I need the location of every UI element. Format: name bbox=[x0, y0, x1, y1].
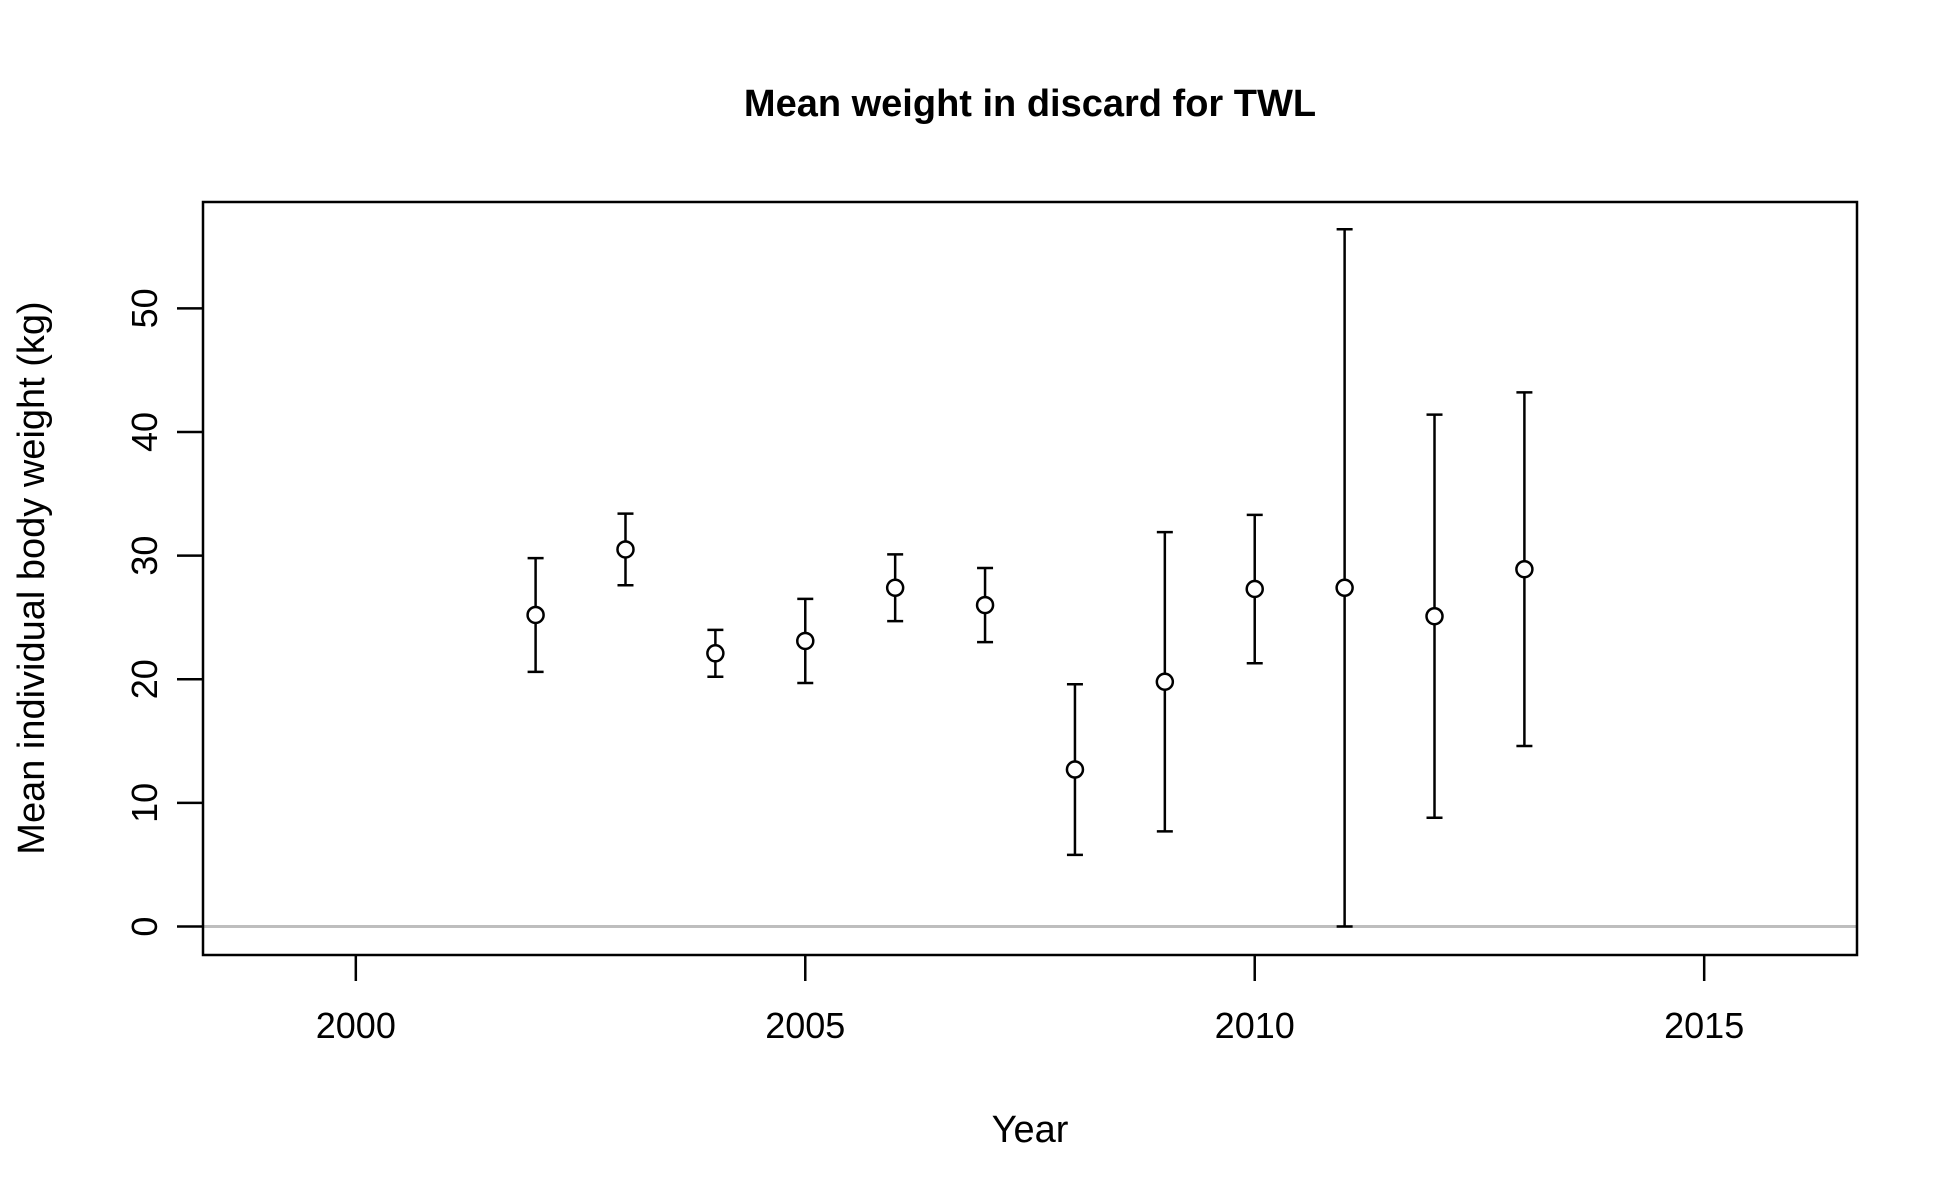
data-point-2012 bbox=[1425, 606, 1444, 626]
data-point-2002 bbox=[526, 605, 545, 625]
y-tick-label-50: 50 bbox=[124, 288, 165, 328]
x-tick-label-2005: 2005 bbox=[765, 1005, 845, 1046]
plot-frame bbox=[201, 200, 1859, 957]
data-point-2010 bbox=[1245, 579, 1264, 599]
plot-area bbox=[201, 200, 1859, 957]
data-point-2003 bbox=[616, 540, 635, 559]
chart-title: Mean weight in discard for TWL bbox=[744, 83, 1316, 125]
x-axis: 2000 2005 2010 2015 bbox=[316, 955, 1744, 1046]
data-point-2008 bbox=[1065, 760, 1085, 779]
data-point-2004 bbox=[706, 644, 725, 663]
x-tick-label-2015: 2015 bbox=[1664, 1005, 1744, 1046]
y-axis-label: Mean individual body weight (kg) bbox=[11, 301, 53, 854]
data-point-2006 bbox=[885, 578, 905, 598]
y-tick-label-10: 10 bbox=[124, 783, 165, 823]
y-tick-label-30: 30 bbox=[124, 536, 165, 576]
y-axis: 0 10 20 30 40 50 bbox=[124, 288, 203, 937]
data-point-2009 bbox=[1155, 672, 1175, 691]
x-axis-label: Year bbox=[992, 1109, 1069, 1151]
data-point-2005 bbox=[796, 631, 815, 651]
data-point-2011 bbox=[1335, 578, 1354, 598]
x-tick-label-2010: 2010 bbox=[1215, 1005, 1295, 1046]
data-point-2013 bbox=[1515, 559, 1534, 579]
y-tick-label-40: 40 bbox=[124, 412, 165, 452]
y-tick-label-20: 20 bbox=[124, 659, 165, 699]
y-tick-label-0: 0 bbox=[124, 917, 165, 937]
data-point-2007 bbox=[975, 595, 995, 615]
x-tick-label-2000: 2000 bbox=[316, 1005, 396, 1046]
